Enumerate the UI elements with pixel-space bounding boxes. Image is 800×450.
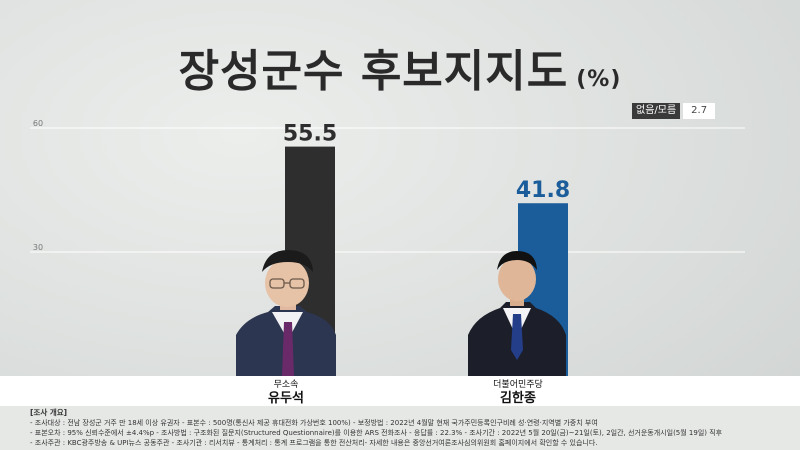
candidate-label-1: 무소속 유두석 [216, 380, 356, 407]
grid-layer: 30 60 [30, 119, 745, 253]
survey-note-heading: [조사 개요] [30, 408, 68, 417]
chart-title-unit: (%) [576, 67, 622, 92]
bar-value-label-1: 55.5 [283, 122, 337, 147]
bar-value-label-2: 41.8 [516, 178, 570, 203]
candidate-label-2: 더불어민주당 김한종 [448, 380, 588, 407]
candidate-photo-2 [468, 251, 566, 376]
chart-title-text: 장성군수 후보지지도 [178, 46, 569, 97]
candidate-1-party: 무소속 [273, 380, 299, 390]
survey-note: [조사 개요] - 조사대상 : 전남 장성군 거주 만 18세 이상 유권자 … [0, 406, 800, 450]
survey-note-line-1: - 조사대상 : 전남 장성군 거주 만 18세 이상 유권자 - 표본수 : … [30, 419, 598, 427]
y-tick-label: 60 [33, 119, 43, 128]
candidate-1-name: 유두석 [268, 391, 304, 406]
y-tick-label: 30 [33, 243, 43, 252]
candidate-photo-1 [236, 250, 336, 376]
chart-title: 장성군수 후보지지도 (%) [0, 35, 800, 99]
survey-note-line-3: - 조사주관 : KBC광주방송 & UPI뉴스 공동주관 - 조사기관 : 리… [30, 439, 598, 447]
photo-layer [236, 250, 566, 376]
candidate-2-name: 김한종 [500, 391, 536, 406]
candidate-2-party: 더불어민주당 [493, 380, 543, 390]
undecided-label: 없음/모름 [632, 103, 681, 119]
survey-note-line-2: - 표본오차 : 95% 신뢰수준에서 ±4.4%p - 조사방법 : 구조화된… [30, 429, 723, 437]
undecided-value: 2.7 [683, 103, 716, 119]
candidate-label-panel [0, 376, 800, 406]
undecided-badge: 없음/모름 2.7 [632, 103, 716, 119]
